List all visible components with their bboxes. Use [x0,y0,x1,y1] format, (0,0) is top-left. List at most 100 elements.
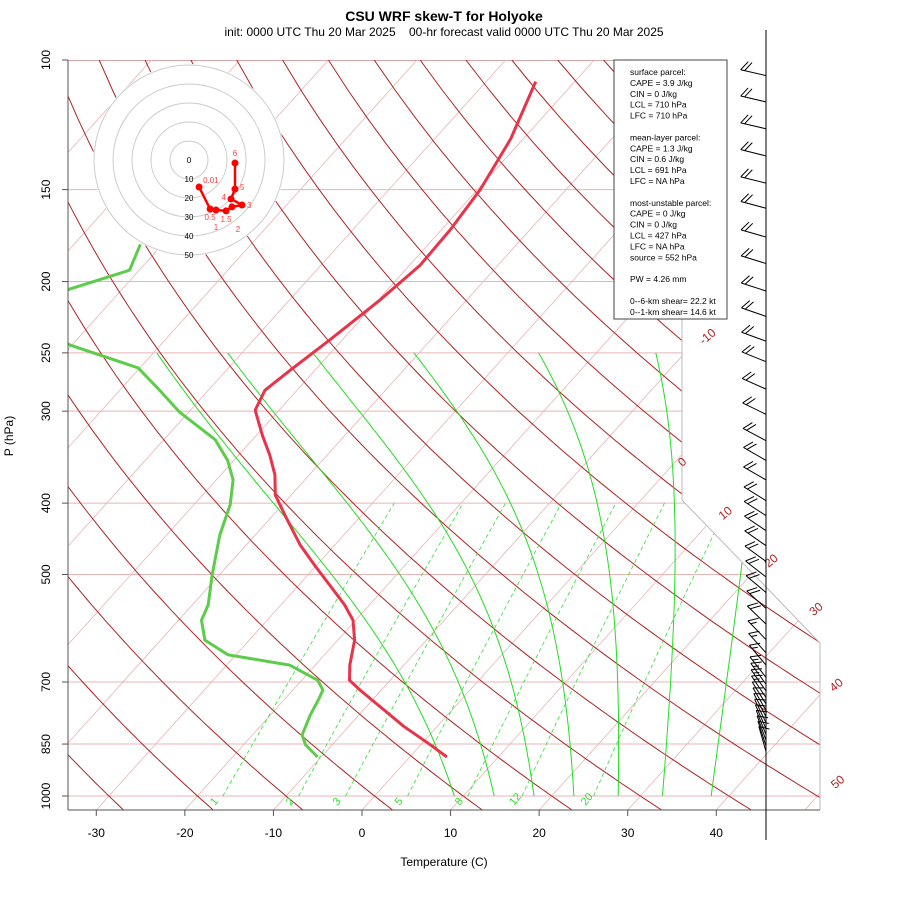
isotherm-label: 40 [827,675,846,695]
info-box-line: CIN = 0 J/kg [630,220,677,230]
wind-barb-feather [743,496,755,502]
isotherm-label: -10 [696,325,719,347]
x-tick-label: 30 [621,826,635,840]
info-box-line: LCL = 427 hPa [630,231,687,241]
temperature-line [253,81,538,759]
wind-barb [744,525,767,547]
wind-barb-staff [744,515,767,532]
wind-barb-feather [744,301,754,310]
isotherm-line [68,60,418,810]
mixing-ratio-line [407,502,562,797]
wind-barb-half-feather [750,621,757,625]
wind-barb [745,571,767,593]
info-box-border [613,59,728,320]
hodograph-ring-label: 40 [185,232,194,241]
wind-barb-staff [744,545,767,562]
wind-barb-feather [744,541,756,547]
dry-adiabat-line [68,60,395,810]
wind-barb-staff [751,681,767,705]
hodograph-ring [112,83,266,237]
hodograph-point [231,159,239,167]
dry-adiabat-line [190,60,820,810]
mixing-ratio-line [521,502,665,797]
wind-barb-feather [742,396,753,404]
wind-barb-feather [740,114,749,124]
wind-barb-feather [748,574,760,579]
wind-barb [751,681,767,705]
wind-barb-feather [749,642,761,646]
wind-barb-staff [740,95,767,103]
wind-barb-feather [747,543,759,549]
hodograph-point [212,206,220,214]
wind-barb [740,193,767,209]
mixing-ratio-label: 2 [284,796,297,808]
wind-barb-feather [751,674,763,677]
dry-adiabat-line [68,60,485,810]
hodograph-point-label: 6 [233,149,238,158]
moist-adiabat-line [156,352,455,797]
wind-barb-feather [740,141,749,150]
dry-adiabat-line [68,60,126,810]
hodograph-point [222,207,230,215]
wind-barb-feather [740,247,750,257]
wind-barb-feather [757,720,769,724]
wind-barb [740,61,767,77]
wind-barb-feather [744,249,754,258]
wind-barb [740,87,767,103]
dewpoint-line [68,243,325,759]
info-box-line: LCL = 691 hPa [630,165,687,175]
hodograph: 0 10 20 30 40 50 0.01 0.511.5 2 3 4 5 6 [93,64,285,260]
mixing-ratio-label: 1 [208,796,221,808]
wind-barb-feather [758,726,770,730]
wind-barb-feather [740,193,750,202]
wind-barb-staff [742,428,767,442]
info-box-line: CIN = 0.6 J/kg [630,154,684,164]
mixing-ratio-label: 12 [507,791,524,808]
hodograph-ring [93,64,285,256]
dry-adiabat-line [68,60,755,810]
x-tick-label: 20 [532,826,546,840]
wind-barb-feather [743,460,754,468]
hodograph-point-label: 5 [240,183,245,192]
hodograph-point-label: 0.01 [203,176,219,185]
wind-barb-feather [747,602,759,607]
wind-barb-staff [756,715,767,741]
wind-barb-half-feather [752,658,759,661]
wind-barb-feather [743,441,754,448]
info-box-line: LFC = NA hPa [630,241,685,251]
wind-barb-feather [743,481,754,488]
wind-barb-feather [744,169,753,179]
mixing-ratio-label: 20 [579,791,596,808]
dry-adiabat-line [327,60,820,810]
wind-barb-feather [744,115,753,125]
wind-barb-staff [758,726,767,752]
wind-barb [740,247,767,264]
isotherm-line [183,60,820,810]
wind-barb [756,715,769,741]
dry-adiabat-line [373,60,820,810]
chart-title: CSU WRF skew-T for Holyoke [345,8,543,24]
hodograph-point [206,205,214,213]
wind-barb [743,441,767,461]
wind-barb [740,221,767,238]
isotherm-label: 10 [716,503,735,523]
wind-barb-half-feather [753,671,760,674]
wind-barb [740,141,767,157]
wind-barb-half-feather [751,646,758,649]
wind-barb [741,371,767,390]
hodograph-ring [150,121,228,199]
wind-barb [742,422,767,442]
wind-barb-half-feather [751,634,758,637]
y-tick-label: 300 [39,401,53,421]
wind-barb [748,642,767,666]
wind-barb-feather [744,142,753,151]
wind-barb-feather [746,462,757,470]
dry-adiabat-line [557,60,820,810]
wind-barb-feather [745,571,757,577]
y-tick-label: 850 [39,734,53,754]
hodograph-point [231,185,239,193]
info-box-line: most-unstable parcel: [630,198,711,208]
wind-barb [744,541,767,562]
